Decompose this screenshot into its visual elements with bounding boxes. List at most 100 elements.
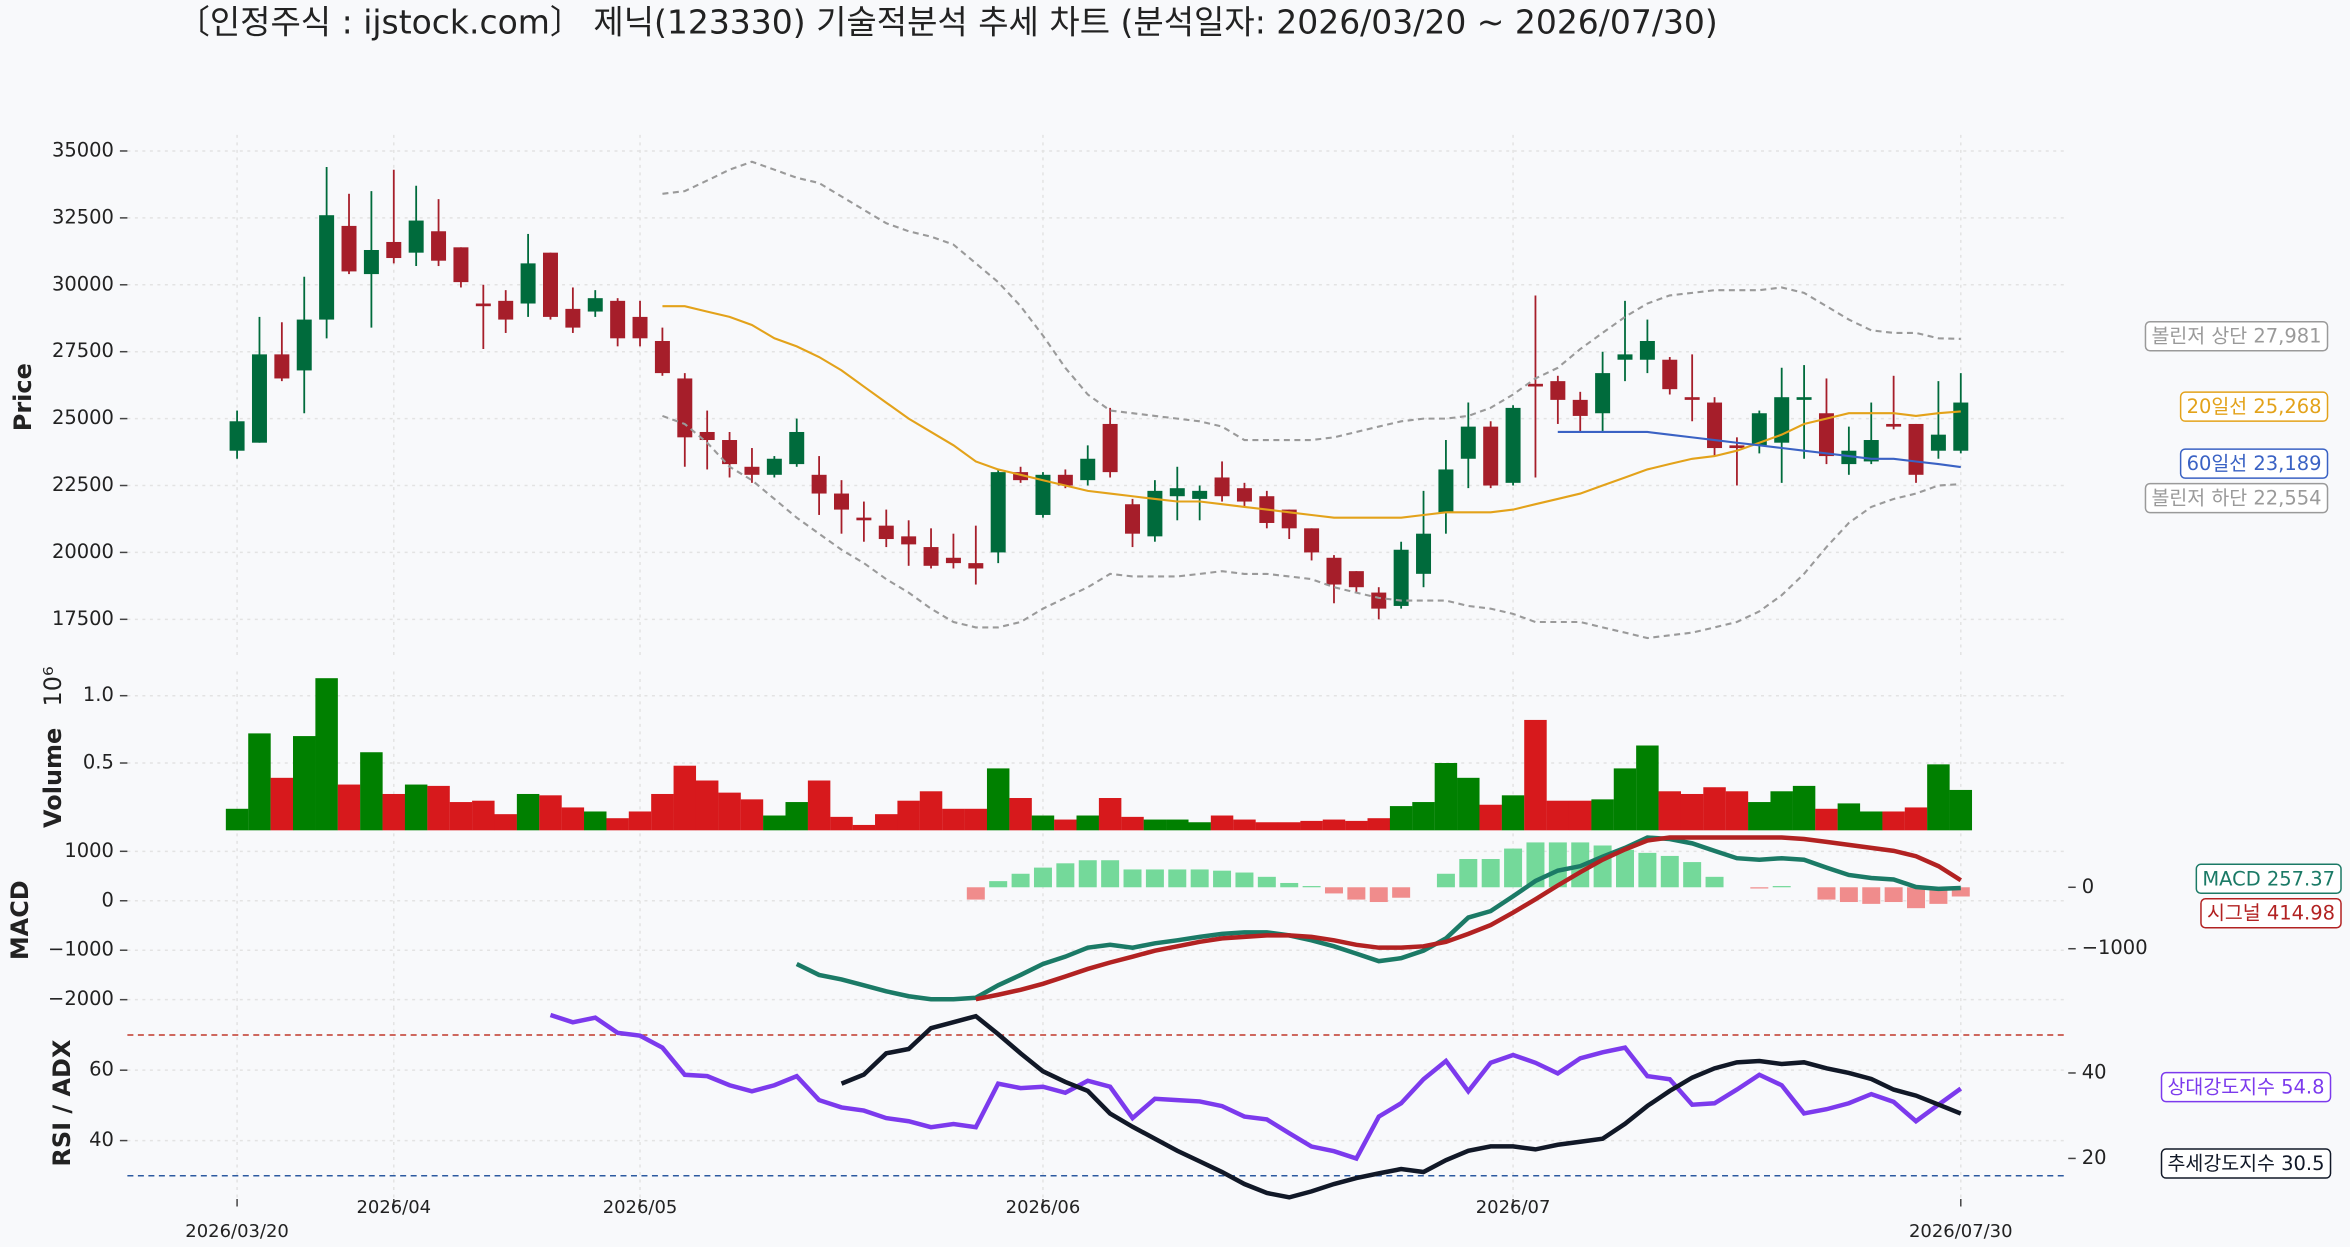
volume-bar xyxy=(1949,789,1973,831)
y-tick-label: 35000 xyxy=(52,138,114,161)
candle-body xyxy=(1886,423,1902,427)
volume-bar xyxy=(360,752,383,831)
series-line xyxy=(549,1012,1963,1162)
volume-bar xyxy=(1479,804,1502,831)
candle-body xyxy=(1169,488,1185,497)
macd-histogram-bar xyxy=(1884,887,1903,903)
macd-histogram-bar xyxy=(989,881,1008,888)
volume-bar xyxy=(539,795,562,831)
y-tick-label: 0.5 xyxy=(83,751,114,774)
candle-body xyxy=(811,474,827,494)
candle-body xyxy=(722,440,738,465)
candle-body xyxy=(1774,397,1790,443)
macd-histogram-bar xyxy=(1302,886,1321,888)
volume-bar xyxy=(1412,802,1435,831)
series-end-label: 볼린저 하단 22,554 xyxy=(2151,487,2321,510)
series-line xyxy=(662,160,1961,442)
volume-bar xyxy=(1277,822,1301,831)
volume-bar xyxy=(382,793,406,831)
volume-bar xyxy=(449,802,473,831)
volume-bar xyxy=(964,808,988,831)
series-line xyxy=(840,1013,1962,1200)
candle-body xyxy=(431,231,447,261)
y2-tick-label: 0 xyxy=(2082,875,2094,898)
candle-body xyxy=(610,300,626,339)
candle-body xyxy=(945,557,961,564)
candle-body xyxy=(1416,533,1432,574)
y-tick-label: 1.0 xyxy=(83,683,114,706)
series-line xyxy=(975,835,1962,1002)
y-tick-label: 40 xyxy=(89,1128,114,1151)
macd-histogram-bar xyxy=(1392,887,1411,898)
candle-body xyxy=(1550,381,1566,400)
volume-bar xyxy=(494,814,517,831)
volume-bar xyxy=(1927,764,1950,831)
macd-histogram-bar xyxy=(1548,842,1567,888)
candle-body xyxy=(1102,423,1118,473)
candle-body xyxy=(654,340,670,374)
volume-bar xyxy=(561,807,585,831)
candle-body xyxy=(923,547,939,566)
volume-bar xyxy=(225,808,249,831)
candle-body xyxy=(834,493,849,510)
candle-body xyxy=(1483,426,1499,486)
candle-body xyxy=(587,298,603,312)
candle-body xyxy=(1751,413,1767,446)
series-end-label: 시그널 414.98 xyxy=(2207,902,2335,925)
y-tick-label: −2000 xyxy=(48,987,114,1010)
candle-body xyxy=(1953,402,1969,451)
candle-body xyxy=(1863,440,1879,462)
volume-bar xyxy=(315,678,338,831)
macd-histogram-bar xyxy=(1280,882,1299,888)
candle-body xyxy=(363,249,379,275)
candle-body xyxy=(229,421,245,451)
volume-bar xyxy=(1233,819,1256,831)
macd-histogram-bar xyxy=(1190,869,1209,888)
series-end-label: 추세강도지수 30.5 xyxy=(2168,1152,2325,1175)
volume-bar xyxy=(1098,798,1122,831)
candle-body xyxy=(1326,557,1342,585)
volume-bar xyxy=(1860,811,1883,831)
series-line xyxy=(795,835,1961,1002)
volume-bar xyxy=(1188,822,1211,831)
macd-histogram-bar xyxy=(1369,887,1388,903)
candle-body xyxy=(744,466,760,475)
series-end-label: MACD 257.37 xyxy=(2202,867,2335,890)
candle-body xyxy=(1662,359,1678,390)
volume-bar xyxy=(1882,811,1905,831)
x-tick-label: 2026/06 xyxy=(1006,1197,1081,1218)
candle-body xyxy=(251,354,267,443)
volume-bar xyxy=(1300,820,1323,831)
candle-body xyxy=(856,517,872,521)
candle-body xyxy=(1707,402,1723,449)
volume-bar xyxy=(1210,815,1234,831)
candle-body xyxy=(1147,490,1163,537)
candle-body xyxy=(565,308,581,328)
y-axis-label: Price xyxy=(9,363,37,431)
candle-body xyxy=(520,263,536,304)
volume-bar xyxy=(1636,745,1659,831)
series-end-label-box xyxy=(2144,482,2329,514)
series-end-label-box xyxy=(2160,1071,2332,1103)
series-end-label: 20일선 25,268 xyxy=(2187,395,2322,418)
volume-bar xyxy=(740,799,764,831)
volume-bar xyxy=(1121,816,1144,831)
macd-histogram-bar xyxy=(1011,873,1030,888)
volume-bar xyxy=(1904,807,1928,831)
volume-bar xyxy=(1322,819,1346,831)
volume-bar xyxy=(292,736,316,831)
candle-body xyxy=(1460,426,1476,459)
volume-bar xyxy=(1143,819,1167,831)
candle-body xyxy=(1572,399,1588,416)
y2-tick-label: 20 xyxy=(2082,1146,2107,1169)
candle-body xyxy=(453,247,469,283)
y-tick-label: 27500 xyxy=(52,339,114,362)
volume-bar xyxy=(718,792,741,831)
series-end-label-box xyxy=(2144,320,2329,352)
candle-body xyxy=(1125,504,1141,534)
y-tick-label: 0 xyxy=(102,888,114,911)
volume-bar xyxy=(897,800,920,831)
volume-bar xyxy=(1009,798,1032,831)
candle-body xyxy=(1281,509,1297,529)
volume-bar xyxy=(852,824,876,831)
